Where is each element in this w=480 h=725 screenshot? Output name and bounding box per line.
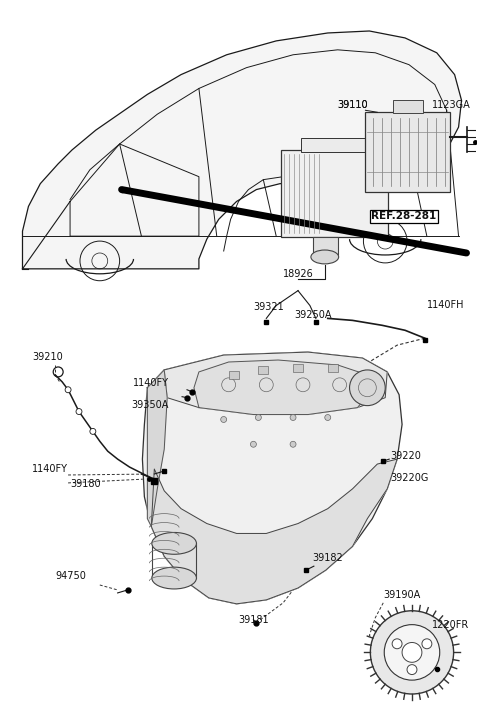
Text: 39220G: 39220G bbox=[390, 473, 429, 483]
Bar bbox=[258, 366, 268, 374]
Bar bbox=[281, 150, 388, 237]
Bar bbox=[328, 364, 337, 372]
Text: 39110: 39110 bbox=[337, 100, 368, 110]
Text: 39210: 39210 bbox=[33, 352, 63, 362]
Polygon shape bbox=[164, 352, 387, 415]
Polygon shape bbox=[143, 352, 402, 604]
Ellipse shape bbox=[152, 532, 196, 555]
Text: 39220: 39220 bbox=[390, 451, 421, 461]
Text: REF.28-281: REF.28-281 bbox=[372, 212, 437, 221]
Bar bbox=[393, 100, 423, 113]
Polygon shape bbox=[23, 31, 462, 269]
Text: 1140FY: 1140FY bbox=[33, 464, 69, 474]
Circle shape bbox=[325, 415, 331, 420]
Ellipse shape bbox=[311, 250, 339, 264]
Ellipse shape bbox=[152, 567, 196, 589]
Bar bbox=[365, 112, 450, 191]
Polygon shape bbox=[147, 370, 167, 526]
Circle shape bbox=[65, 386, 71, 393]
Circle shape bbox=[90, 428, 96, 434]
Circle shape bbox=[251, 442, 256, 447]
Text: 94750: 94750 bbox=[55, 571, 86, 581]
Circle shape bbox=[371, 610, 454, 694]
Polygon shape bbox=[151, 459, 397, 604]
Text: 39180: 39180 bbox=[70, 478, 101, 489]
Circle shape bbox=[290, 415, 296, 420]
Circle shape bbox=[407, 665, 417, 674]
Text: 1140FY: 1140FY bbox=[133, 378, 169, 388]
Bar bbox=[313, 237, 337, 255]
Circle shape bbox=[255, 415, 261, 420]
Text: 1140FH: 1140FH bbox=[427, 300, 464, 310]
Bar bbox=[293, 364, 303, 372]
Text: 39182: 39182 bbox=[312, 553, 343, 563]
Circle shape bbox=[422, 639, 432, 649]
Text: 39110: 39110 bbox=[337, 100, 368, 110]
Text: 39350A: 39350A bbox=[132, 399, 169, 410]
Text: 18926: 18926 bbox=[283, 269, 313, 278]
Text: 1220FR: 1220FR bbox=[432, 620, 469, 629]
Text: 39321: 39321 bbox=[253, 302, 284, 312]
Circle shape bbox=[392, 639, 402, 649]
Circle shape bbox=[349, 370, 385, 405]
Circle shape bbox=[290, 442, 296, 447]
Circle shape bbox=[384, 625, 440, 680]
Text: 1123GA: 1123GA bbox=[432, 100, 470, 110]
Polygon shape bbox=[194, 360, 372, 415]
Text: 39190A: 39190A bbox=[383, 590, 420, 600]
Circle shape bbox=[76, 409, 82, 415]
Circle shape bbox=[402, 642, 422, 663]
Circle shape bbox=[221, 417, 227, 423]
Bar bbox=[301, 138, 383, 152]
Text: 39181: 39181 bbox=[238, 615, 269, 625]
Text: 39250A: 39250A bbox=[294, 310, 332, 320]
Bar bbox=[228, 371, 239, 379]
